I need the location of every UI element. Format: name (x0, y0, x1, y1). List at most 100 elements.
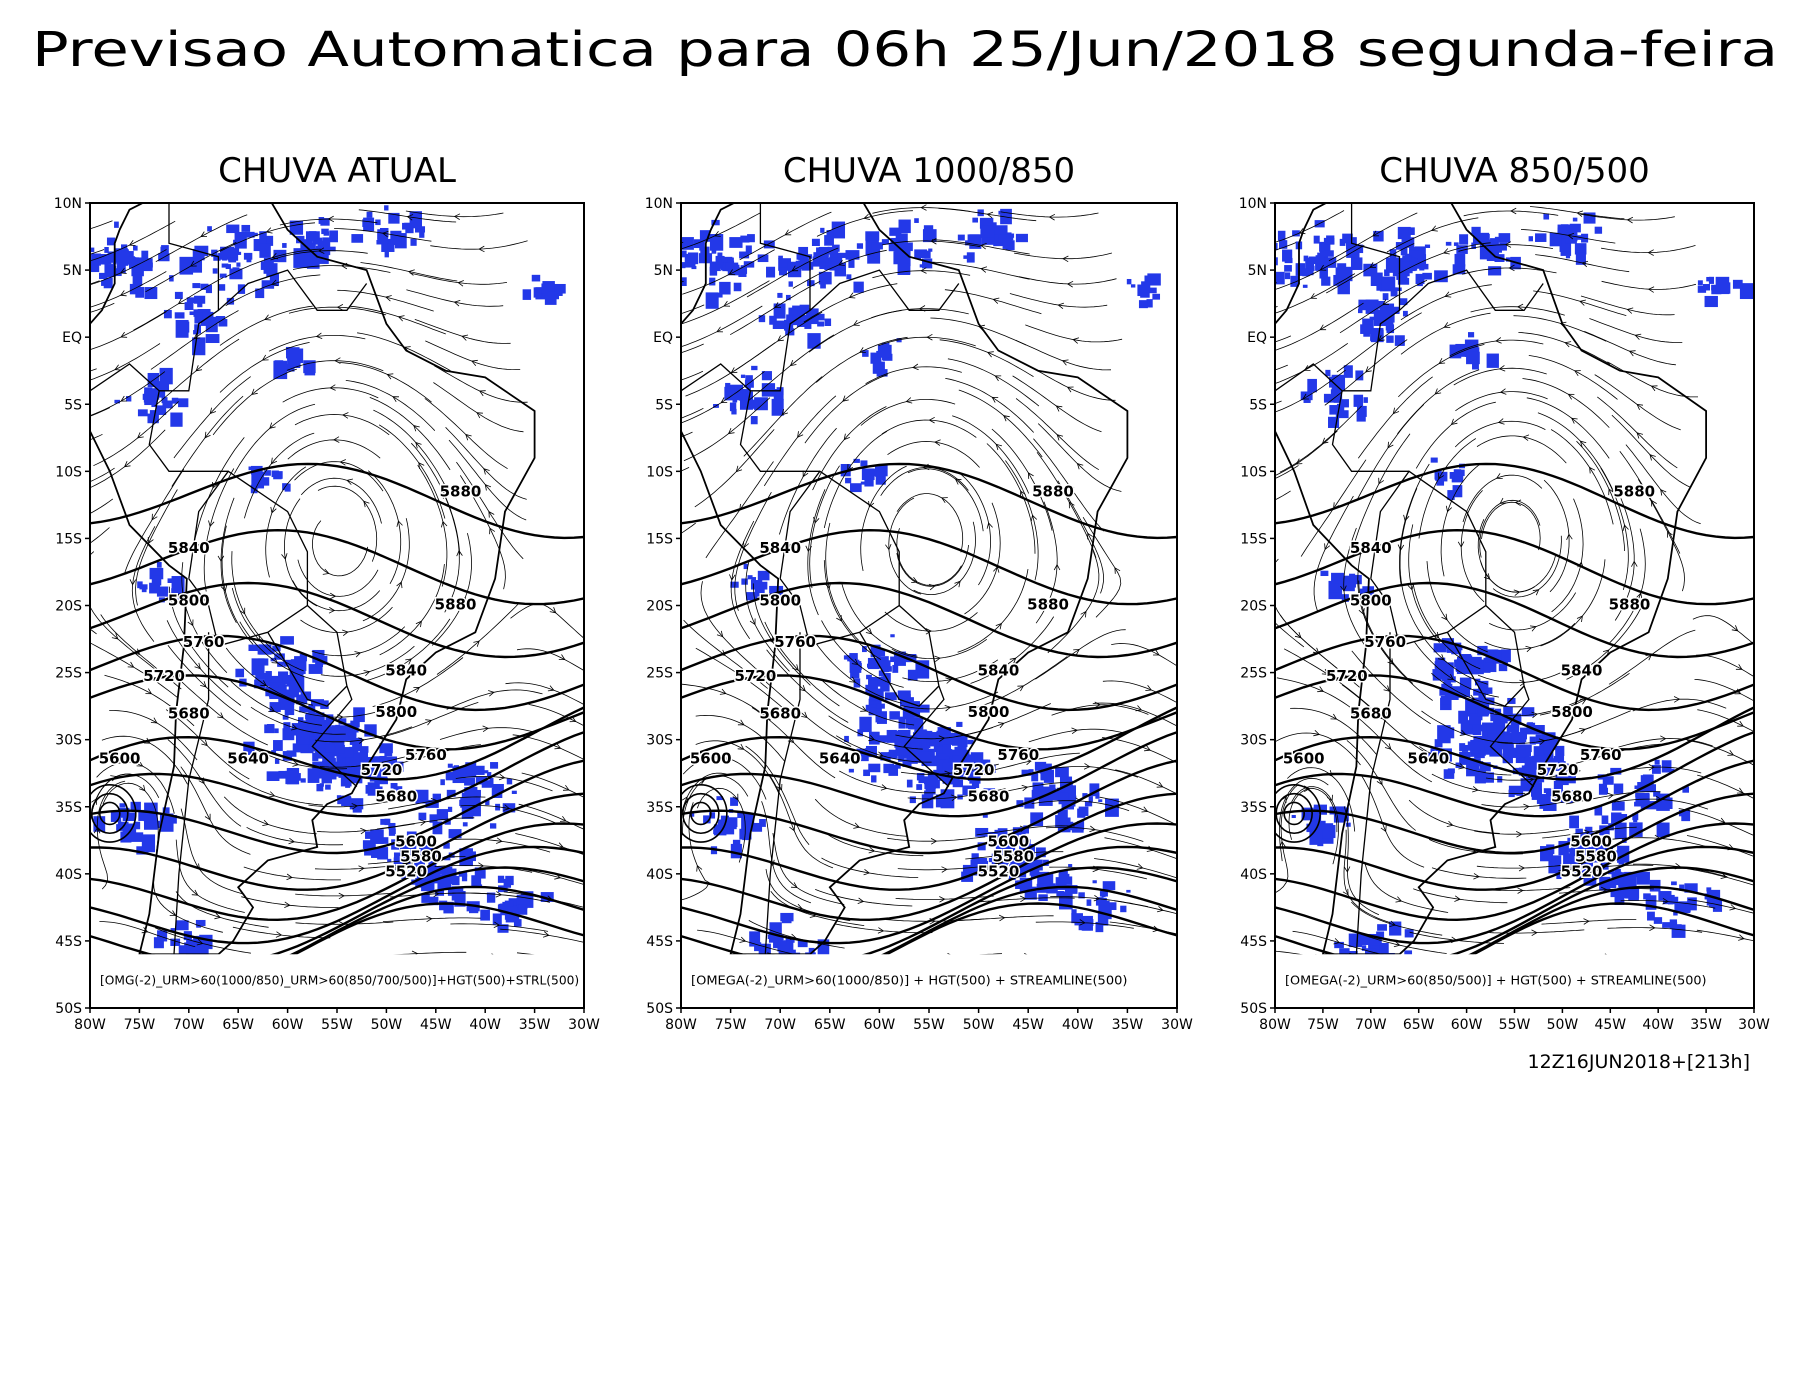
lon-label: 60W (864, 1017, 896, 1033)
rain-patch (1481, 687, 1493, 694)
rain-patch (1319, 241, 1331, 252)
rain-patch (274, 758, 280, 764)
stream-arrow (727, 427, 735, 435)
streamline (1109, 921, 1177, 935)
rain-patch (826, 230, 834, 237)
stream-arrow (488, 510, 495, 518)
rain-patch (218, 284, 226, 291)
border (188, 470, 309, 647)
contour-label: 5800 (168, 592, 210, 610)
rain-patch (720, 815, 730, 826)
stream-arrow (1581, 260, 1589, 268)
rain-patch (511, 790, 517, 794)
rain-patch (1430, 748, 1443, 759)
height-contour (681, 845, 1177, 945)
stream-arrow (1066, 386, 1074, 393)
lon-label: 70W (1355, 1017, 1387, 1033)
rain-patch (1310, 810, 1319, 821)
rain-patch (737, 811, 745, 818)
streamline (1589, 318, 1683, 343)
rain-patch (817, 313, 825, 321)
rain-patch (1594, 806, 1603, 816)
rain-patch (771, 398, 784, 416)
rain-patch (889, 227, 902, 236)
rain-patch (1341, 594, 1349, 602)
rain-patch (1108, 902, 1117, 910)
rain-patch (1358, 299, 1371, 311)
stream-arrow (363, 500, 370, 508)
rain-patch (1658, 891, 1672, 901)
stream-arrow (336, 304, 344, 311)
streamline (424, 398, 508, 470)
rain-patch (345, 764, 355, 777)
rain-patch (709, 234, 724, 251)
stream-arrow (1003, 415, 1010, 422)
rain-patch (484, 770, 489, 774)
rain-patch (1408, 227, 1415, 235)
lon-label: 65W (1403, 1017, 1435, 1033)
streamline (1601, 280, 1696, 290)
rain-patch (824, 265, 832, 271)
rain-patch (853, 281, 864, 293)
stream-arrow (1445, 505, 1453, 513)
rain-patch (128, 257, 137, 263)
rain-patch (352, 802, 362, 813)
stream-arrow (1574, 370, 1581, 377)
lon-label: 35W (1690, 1017, 1722, 1033)
rain-patch (777, 292, 783, 298)
stream-arrow (406, 214, 414, 221)
rain-patch (889, 711, 900, 720)
rain-patch (1502, 745, 1514, 758)
rain-patch (1275, 271, 1285, 285)
stream-arrow (1076, 463, 1084, 470)
streamline (884, 611, 978, 632)
streamline (1611, 414, 1692, 488)
rain-patch (681, 250, 687, 258)
rain-patch (461, 874, 468, 882)
streamline (1418, 438, 1477, 539)
stream-arrow (1145, 684, 1153, 691)
stream-arrow (865, 627, 873, 635)
height-contour (292, 902, 584, 955)
rain-patch (274, 653, 285, 660)
stream-arrow (204, 813, 211, 821)
rain-patch (1610, 889, 1623, 898)
rain-patch (1147, 273, 1161, 286)
rain-patch (1029, 866, 1039, 876)
streamline (282, 387, 379, 403)
rain-patch (820, 227, 825, 233)
rain-patch (1466, 351, 1480, 365)
contour-label: 5800 (759, 592, 801, 610)
stream-arrow (1141, 806, 1149, 813)
rain-patch (1302, 284, 1308, 288)
stream-arrow (120, 331, 128, 338)
stream-arrow (381, 230, 389, 238)
rain-patch (1284, 272, 1291, 280)
stream-arrow (342, 629, 349, 637)
rain-patch (729, 384, 744, 397)
stream-arrow (1021, 784, 1029, 792)
rain-patch (870, 707, 882, 715)
rain-patch (916, 784, 923, 790)
rain-patch (270, 649, 275, 655)
rain-patch (1632, 813, 1639, 821)
cyclone-ring (90, 784, 137, 843)
streamline (436, 602, 520, 675)
stream-arrow (791, 265, 799, 272)
contour-label: 5800 (1350, 592, 1392, 610)
rain-patch (738, 390, 751, 401)
stream-arrow (262, 819, 269, 826)
rain-patch (1697, 280, 1703, 286)
stream-arrow (1068, 501, 1075, 509)
rain-patch (758, 315, 766, 323)
rain-patch (1559, 761, 1566, 768)
rain-patch (235, 668, 245, 678)
height-contour (681, 866, 1177, 955)
rain-patch (1433, 643, 1447, 653)
stream-arrow (1579, 299, 1586, 306)
rain-patch (816, 247, 826, 256)
coastline (681, 203, 1129, 955)
rain-patch (277, 661, 284, 667)
stream-arrow (484, 483, 492, 491)
stream-arrow (1434, 388, 1442, 395)
